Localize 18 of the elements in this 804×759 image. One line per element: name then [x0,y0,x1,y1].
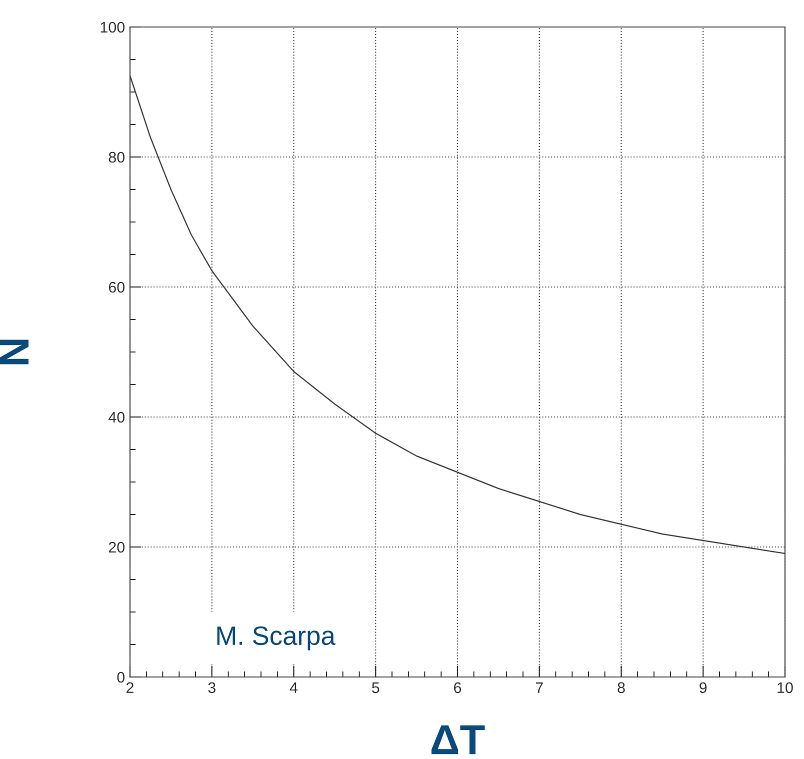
y-axis-title: N [0,340,29,364]
x-tick-label: 8 [618,682,625,694]
x-tick-label: 9 [700,682,707,694]
x-tick-label: 10 [778,682,793,694]
x-tick-label: 4 [290,682,298,693]
annotation: M. Scarpa [217,626,336,650]
x-axis-title: ΔT [431,725,485,754]
y-tick-label: 80 [108,152,125,163]
x-tick-label: 6 [454,682,462,694]
x-tick-label: 3 [208,682,216,694]
y-tick-label: 100 [100,22,125,33]
y-tick-label: 60 [108,282,125,293]
x-tick-label: 7 [536,682,543,693]
x-tick-label: 2 [126,682,134,693]
y-tick-label: 40 [108,412,125,423]
y-tick-label: 20 [108,542,125,553]
y-tick-label: 0 [117,672,125,683]
x-tick-label: 5 [372,682,380,694]
